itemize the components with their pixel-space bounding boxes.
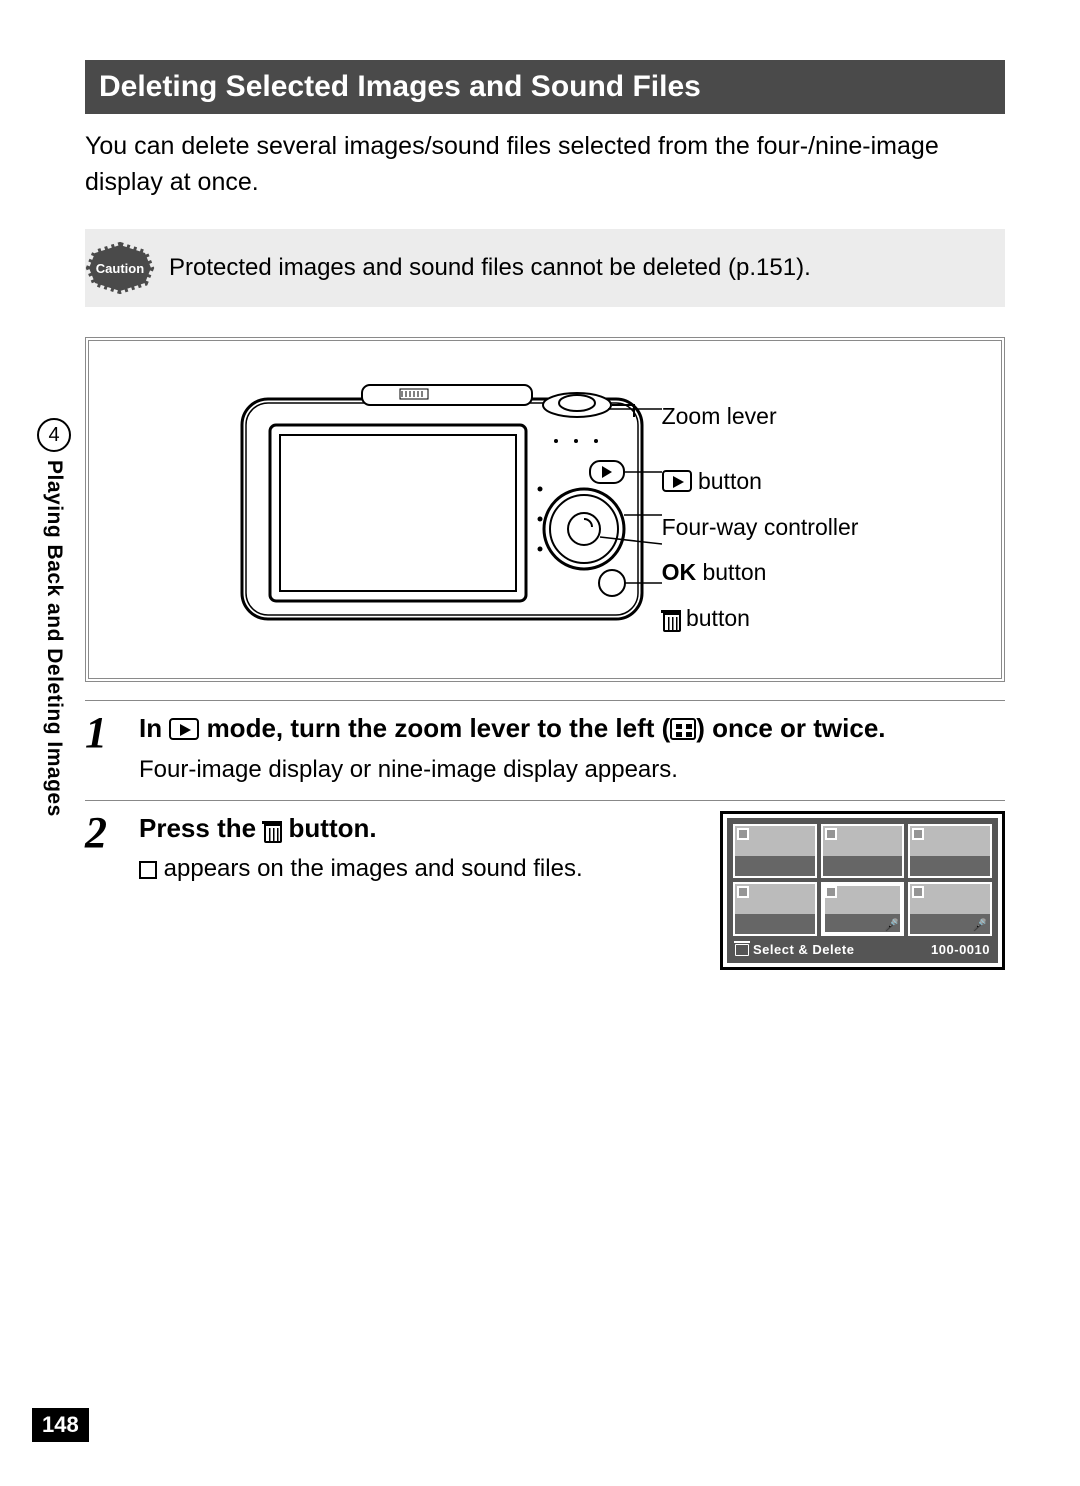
- step2-title-post: button.: [281, 813, 376, 843]
- lcd-footer-left: Select & Delete: [753, 942, 854, 957]
- step1-title-mid: mode, turn the zoom lever to the left (: [199, 713, 670, 743]
- svg-text:Caution: Caution: [96, 261, 144, 276]
- lcd-footer: Select & Delete 100-0010: [733, 936, 992, 961]
- step-1: 1 In mode, turn the zoom lever to the le…: [85, 700, 1005, 786]
- chapter-title: Playing Back and Deleting Images: [42, 460, 66, 817]
- section-title: Deleting Selected Images and Sound Files: [85, 60, 1005, 114]
- trash-icon: [735, 944, 749, 956]
- step-number: 2: [85, 811, 121, 970]
- caution-text: Protected images and sound files cannot …: [169, 254, 811, 282]
- thumbnail: 🎤: [908, 882, 992, 936]
- step-2: 2 Press the button. appears on the image…: [85, 800, 1005, 970]
- step-2-title: Press the button.: [139, 811, 702, 846]
- thumbnail-grid: 🎤 🎤: [733, 824, 992, 936]
- caution-box: Caution Protected images and sound files…: [85, 229, 1005, 307]
- camera-illustration: [232, 369, 662, 629]
- label-ok-suffix: button: [696, 559, 766, 585]
- step1-title-pre: In: [139, 713, 169, 743]
- play-icon: [169, 718, 199, 740]
- thumbnail: [821, 824, 905, 878]
- play-icon: [662, 470, 692, 492]
- step1-title-post: ) once or twice.: [696, 713, 885, 743]
- step-1-desc: Four-image display or nine-image display…: [139, 753, 1005, 787]
- thumbnail-selected: 🎤: [821, 882, 905, 936]
- label-trash-button: button: [662, 605, 859, 633]
- chapter-tab: 4 Playing Back and Deleting Images: [32, 418, 76, 817]
- label-play-button: button: [662, 468, 859, 496]
- thumbnail: [908, 824, 992, 878]
- step-2-desc: appears on the images and sound files.: [139, 852, 702, 886]
- label-ok-prefix: OK: [662, 559, 697, 585]
- chapter-number-badge: 4: [37, 418, 71, 452]
- label-four-way: Four-way controller: [662, 514, 859, 542]
- thumbnail: [733, 882, 817, 936]
- steps: 1 In mode, turn the zoom lever to the le…: [85, 700, 1005, 970]
- thumbnail: [733, 824, 817, 878]
- trash-icon: [263, 821, 281, 841]
- checkbox-empty-icon: [139, 861, 157, 879]
- page-content: Deleting Selected Images and Sound Files…: [85, 60, 1005, 970]
- step-1-title: In mode, turn the zoom lever to the left…: [139, 711, 1005, 746]
- label-trash-suffix: button: [680, 605, 750, 631]
- lcd-preview: 🎤 🎤 Select & Delete 100-0010: [720, 811, 1005, 970]
- label-play-suffix: button: [692, 468, 762, 494]
- step2-title-pre: Press the: [139, 813, 263, 843]
- step-number: 1: [85, 711, 121, 786]
- sound-icon: 🎤: [972, 918, 987, 932]
- page-number: 148: [32, 1408, 89, 1442]
- intro-text: You can delete several images/sound file…: [85, 128, 1005, 201]
- label-zoom-lever: Zoom lever: [662, 403, 859, 431]
- sound-icon: 🎤: [884, 918, 899, 932]
- diagram-labels: Zoom lever button Four-way controller OK…: [662, 369, 859, 651]
- label-ok-button: OK button: [662, 559, 859, 587]
- step2-desc-text: appears on the images and sound files.: [157, 855, 583, 882]
- thumbnail-grid-icon: [670, 718, 696, 740]
- camera-diagram: Zoom lever button Four-way controller OK…: [85, 337, 1005, 683]
- trash-icon: [662, 610, 680, 630]
- lcd-footer-right: 100-0010: [931, 942, 990, 957]
- caution-icon: Caution: [85, 243, 155, 293]
